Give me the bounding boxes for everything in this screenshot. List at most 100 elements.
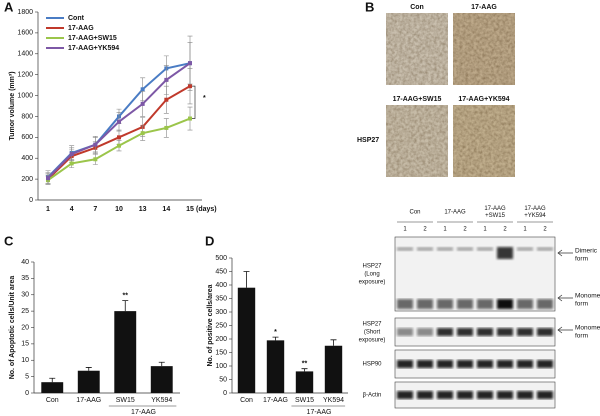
x-tick-label: 4	[70, 206, 74, 213]
lane-number: 1	[523, 227, 527, 233]
point	[46, 176, 50, 181]
y-tick-label: 0	[29, 197, 33, 204]
y-tick-label: 25	[21, 308, 29, 315]
histology-image	[453, 13, 515, 85]
group-label: 17-AAG	[131, 409, 156, 416]
histology-image	[386, 13, 448, 85]
y-tick-label: 1600	[17, 30, 33, 37]
histology-image	[386, 105, 448, 177]
blot-band	[517, 391, 533, 399]
stain-label: HSP27	[357, 137, 379, 144]
y-tick-label: 35	[21, 275, 29, 282]
arrow	[557, 326, 573, 334]
point	[188, 84, 192, 89]
blot-band	[397, 299, 413, 309]
significance-mark: *	[203, 95, 206, 102]
form-label: Monomeric	[575, 325, 600, 332]
lane-group-label: +YK594	[524, 213, 546, 219]
error-bar	[330, 339, 337, 346]
blot-band	[537, 299, 553, 309]
x-tick-label: 17-AAG	[76, 397, 101, 404]
lane-number: 2	[423, 227, 427, 233]
blot-band	[477, 360, 493, 368]
x-tick-label: 15	[186, 206, 194, 213]
blot-row-label: (Short	[364, 330, 381, 336]
form-label: form	[575, 301, 588, 308]
blot-band	[457, 391, 473, 399]
blot-band	[417, 360, 433, 368]
y-tick-label: 400	[215, 282, 227, 289]
lane-number: 2	[463, 227, 467, 233]
point	[69, 161, 74, 166]
blot-band	[397, 391, 413, 399]
significance-mark: **	[123, 292, 129, 299]
point	[69, 152, 74, 157]
x-tick-label: YK594	[323, 397, 344, 404]
significance-mark: *	[274, 329, 277, 336]
x-tick-label: 13	[139, 206, 147, 213]
bar	[237, 287, 256, 393]
blot-band	[397, 247, 413, 251]
blot-band	[417, 299, 433, 309]
blot-band	[497, 328, 513, 336]
y-tick-label: 100	[215, 363, 227, 370]
x-tick-label: Con	[240, 397, 253, 404]
error-bar	[85, 367, 92, 371]
image-label: 17-AAG	[471, 4, 497, 11]
panel-letter: D	[205, 233, 214, 248]
y-tick-label: 15	[21, 341, 29, 348]
lane-group-label: 17-AAG	[524, 206, 546, 212]
y-tick-label: 300	[215, 309, 227, 316]
blot-band	[397, 360, 413, 368]
y-tick-label: 450	[215, 268, 227, 275]
blot-band	[537, 247, 553, 251]
blot-band	[437, 360, 453, 368]
bar	[266, 340, 285, 393]
x-tick-label: 1	[46, 206, 50, 213]
blot-row-label: HSP27	[362, 322, 382, 328]
y-tick-label: 0	[223, 390, 227, 397]
blot-band	[517, 299, 533, 309]
y-tick-label: 1200	[17, 72, 33, 79]
blot-row-label: HSP90	[362, 362, 382, 368]
blot-band	[437, 299, 453, 309]
error-bar	[158, 361, 165, 367]
blot-band	[417, 247, 433, 251]
y-tick-label: 1400	[17, 51, 33, 58]
point	[117, 135, 121, 140]
x-tick-label: Con	[46, 397, 59, 404]
error-bar	[243, 271, 250, 288]
image-label: Con	[410, 4, 424, 11]
y-tick-label: 200	[21, 176, 33, 183]
y-tick-label: 150	[215, 349, 227, 356]
blot-band	[417, 328, 433, 336]
y-tick-label: 5	[25, 373, 29, 380]
blot-band	[397, 328, 413, 336]
blot-band	[497, 247, 513, 259]
point	[140, 87, 145, 92]
arrow	[557, 249, 573, 257]
point	[117, 143, 121, 148]
form-label: form	[575, 333, 588, 340]
error-bar	[301, 368, 308, 372]
point	[140, 131, 145, 136]
group-label: 17-AAG	[307, 409, 332, 416]
bar	[295, 371, 314, 393]
lane-number: 2	[543, 227, 547, 233]
blot-band	[537, 360, 553, 368]
blot-band	[477, 299, 493, 309]
histology-image	[453, 105, 515, 177]
legend-label: 17-AAG	[68, 25, 94, 32]
panel-letter: A	[4, 0, 14, 14]
y-tick-label: 350	[215, 295, 227, 302]
blot-band	[457, 247, 473, 251]
blot-band	[477, 391, 493, 399]
blot-band	[417, 391, 433, 399]
lane-number: 1	[443, 227, 447, 233]
blot-band	[497, 299, 513, 309]
blot-band	[437, 328, 453, 336]
point	[93, 157, 98, 162]
blot-band	[537, 391, 553, 399]
bar	[77, 370, 100, 393]
